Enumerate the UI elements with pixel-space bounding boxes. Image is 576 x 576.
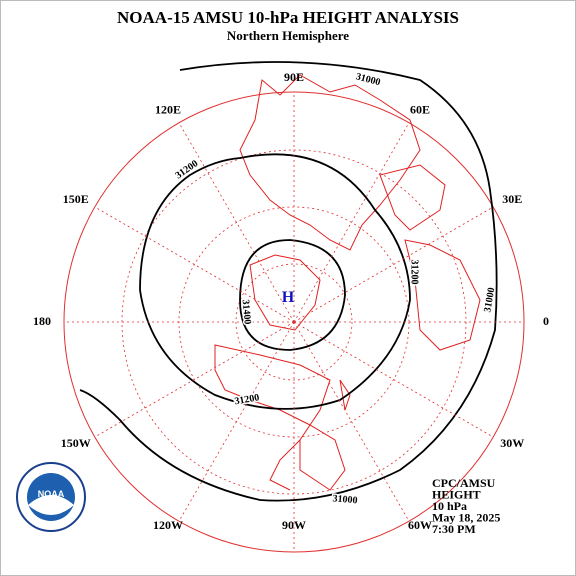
longitude-label: 90E: [284, 70, 304, 84]
longitude-label: 150W: [61, 436, 91, 450]
meridian: [94, 321, 295, 438]
info-line: 7:30 PM: [432, 522, 476, 536]
contour-label: 31000: [332, 493, 358, 506]
info-line: HEIGHT: [432, 488, 481, 502]
subtitle: Northern Hemisphere: [227, 28, 349, 43]
contour-label: 31200: [409, 260, 420, 285]
meridian: [178, 122, 295, 323]
info-line: 10 hPa: [432, 499, 467, 513]
longitude-label: 30W: [500, 436, 524, 450]
noaa-logo: NOAA: [16, 462, 86, 532]
contour-31000: [79, 61, 498, 502]
meridian: [94, 206, 295, 323]
meridian: [293, 321, 494, 438]
high-marker: H: [282, 289, 295, 306]
contour-31200: [139, 153, 411, 410]
longitude-label: 30E: [502, 192, 522, 206]
info-line: May 18, 2025: [432, 511, 500, 525]
longitude-label: 180: [33, 314, 51, 328]
contour-label: 31400: [240, 299, 253, 325]
longitude-label: 60W: [408, 518, 432, 532]
meridian: [293, 321, 410, 522]
contours: [79, 61, 498, 502]
longitude-label: 120E: [155, 102, 181, 116]
meridian: [293, 122, 410, 323]
longitude-label: 150E: [63, 192, 89, 206]
meridian: [293, 206, 494, 323]
info-line: CPC/AMSU: [432, 476, 496, 490]
meridian: [178, 321, 295, 522]
longitude-label: 90W: [282, 518, 306, 532]
longitude-label: 120W: [153, 518, 183, 532]
map-boundary: [63, 91, 525, 553]
longitude-label: 0: [543, 314, 549, 328]
logo-text: NOAA: [38, 489, 65, 499]
longitude-label: 60E: [410, 102, 430, 116]
title: NOAA-15 AMSU 10-hPa HEIGHT ANALYSIS: [117, 8, 459, 27]
contour-31400: [239, 239, 346, 351]
coastlines: [214, 74, 481, 491]
